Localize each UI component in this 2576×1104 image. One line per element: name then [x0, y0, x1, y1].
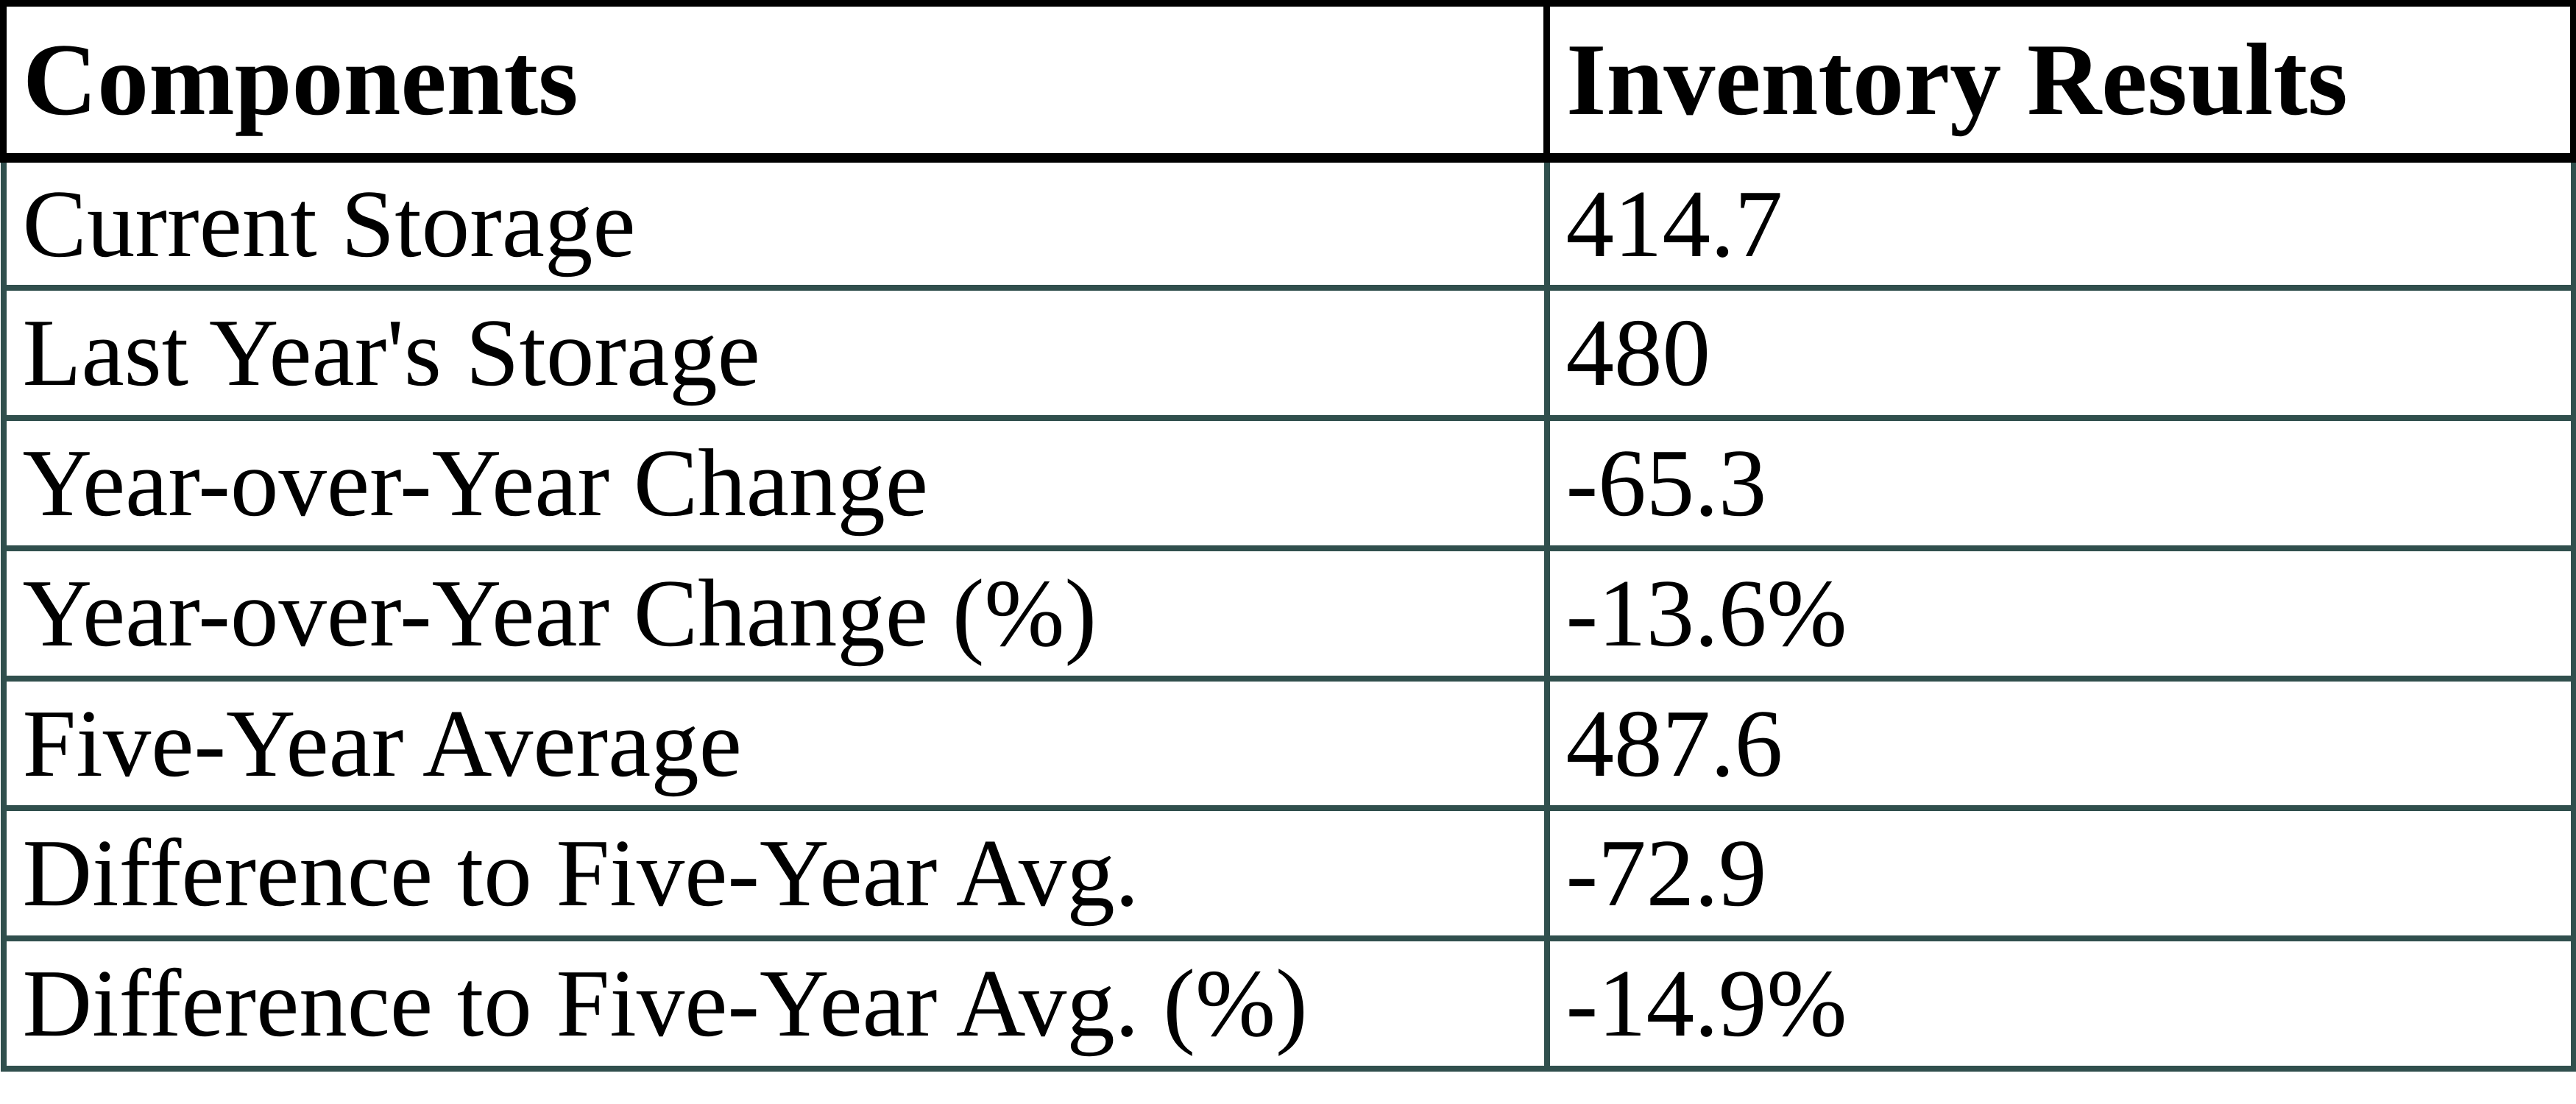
header-row: Components Inventory Results — [0, 0, 2576, 163]
table-row: Year-over-Year Change -65.3 — [0, 415, 2576, 551]
table-row: Year-over-Year Change (%) -13.6% — [0, 545, 2576, 682]
column-header-components: Components — [0, 0, 1550, 163]
value-cell: 414.7 — [1543, 155, 2576, 291]
component-cell: Current Storage — [0, 155, 1550, 291]
table-row: Five-Year Average 487.6 — [0, 675, 2576, 812]
value-cell: 480 — [1543, 285, 2576, 422]
table-row: Current Storage 414.7 — [0, 155, 2576, 291]
component-cell: Difference to Five-Year Avg. — [0, 805, 1550, 942]
column-header-inventory-results: Inventory Results — [1543, 0, 2576, 163]
component-cell: Five-Year Average — [0, 675, 1550, 812]
inventory-results-table: Components Inventory Results Current Sto… — [0, 0, 2576, 1072]
component-cell: Year-over-Year Change — [0, 415, 1550, 551]
component-cell: Difference to Five-Year Avg. (%) — [0, 935, 1550, 1072]
component-cell: Last Year's Storage — [0, 285, 1550, 422]
table-row: Difference to Five-Year Avg. -72.9 — [0, 805, 2576, 942]
value-cell: -14.9% — [1543, 935, 2576, 1072]
value-cell: 487.6 — [1543, 675, 2576, 812]
value-cell: -72.9 — [1543, 805, 2576, 942]
value-cell: -65.3 — [1543, 415, 2576, 551]
value-cell: -13.6% — [1543, 545, 2576, 682]
table-row: Last Year's Storage 480 — [0, 285, 2576, 422]
component-cell: Year-over-Year Change (%) — [0, 545, 1550, 682]
table-row: Difference to Five-Year Avg. (%) -14.9% — [0, 935, 2576, 1072]
